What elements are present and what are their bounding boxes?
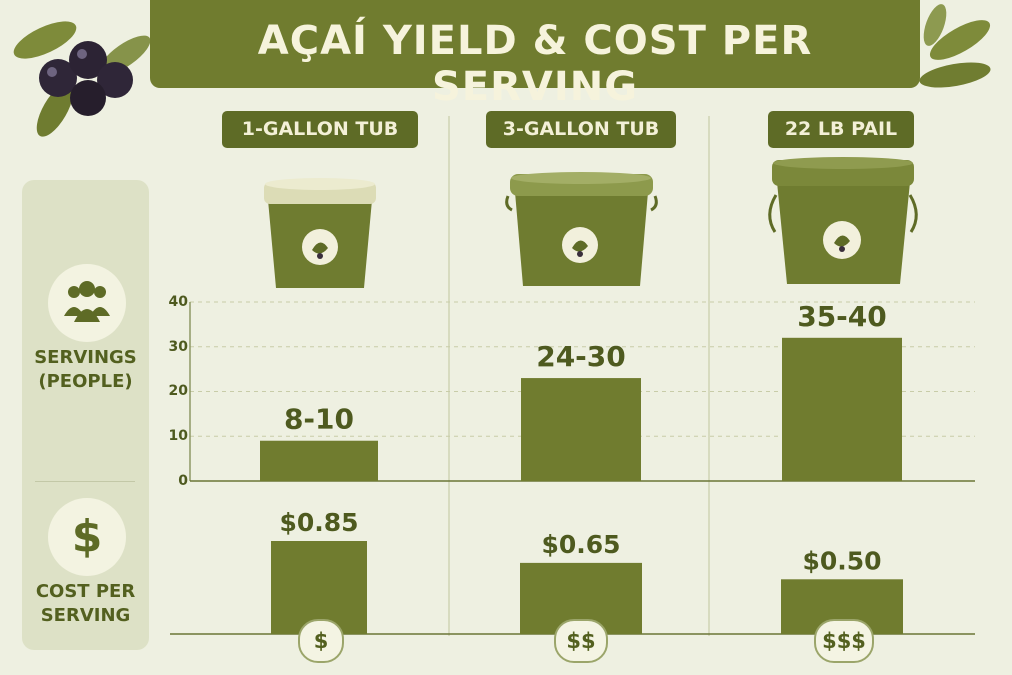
y-tick-label: 10 [168,428,188,444]
pail-22lb-image [768,157,918,284]
tub-1gal-image [264,178,376,288]
y-tick-label: 20 [168,383,188,399]
y-tick-label: 40 [168,294,188,310]
column-divider [708,116,710,636]
page-title: AÇAÍ YIELD & COST PER SERVING [257,18,813,110]
cost-data-label: $0.50 [802,546,881,575]
column-header-3gal: 3-GALLON TUB [486,111,676,148]
servings-data-label: 35-40 [797,300,887,333]
price-tier-badge-1gal: $ [298,619,344,663]
price-tier-badge-22lb: $$$ [814,619,874,663]
tub-3gal-image [505,172,658,286]
column-header-1gal: 1-GALLON TUB [222,111,418,148]
servings-data-label: 24-30 [536,340,626,373]
servings-bar [782,337,902,481]
y-tick-label: 30 [168,339,188,355]
column-divider [448,116,450,636]
cost-data-label: $0.65 [541,530,620,559]
cost-data-label: $0.85 [279,508,358,537]
servings-bar [521,378,641,481]
cost-bar [271,541,367,634]
column-header-22lb: 22 LB PAIL [768,111,914,148]
cost-axis-label: COST PER SERVING [35,581,136,626]
servings-data-label: 8-10 [284,403,354,436]
people-group-icon [48,264,126,342]
servings-axis-label: SERVINGS (PEOPLE) [34,347,137,392]
servings-bar [260,440,378,481]
price-tier-badge-3gal: $$ [554,619,608,663]
leaf-right-icon [919,4,991,88]
title-banner: AÇAÍ YIELD & COST PER SERVING [150,0,920,110]
dollar-icon: $ [48,498,126,576]
acai-berries-icon [39,41,133,116]
y-tick-label: 0 [178,473,188,489]
side-separator [35,481,135,482]
